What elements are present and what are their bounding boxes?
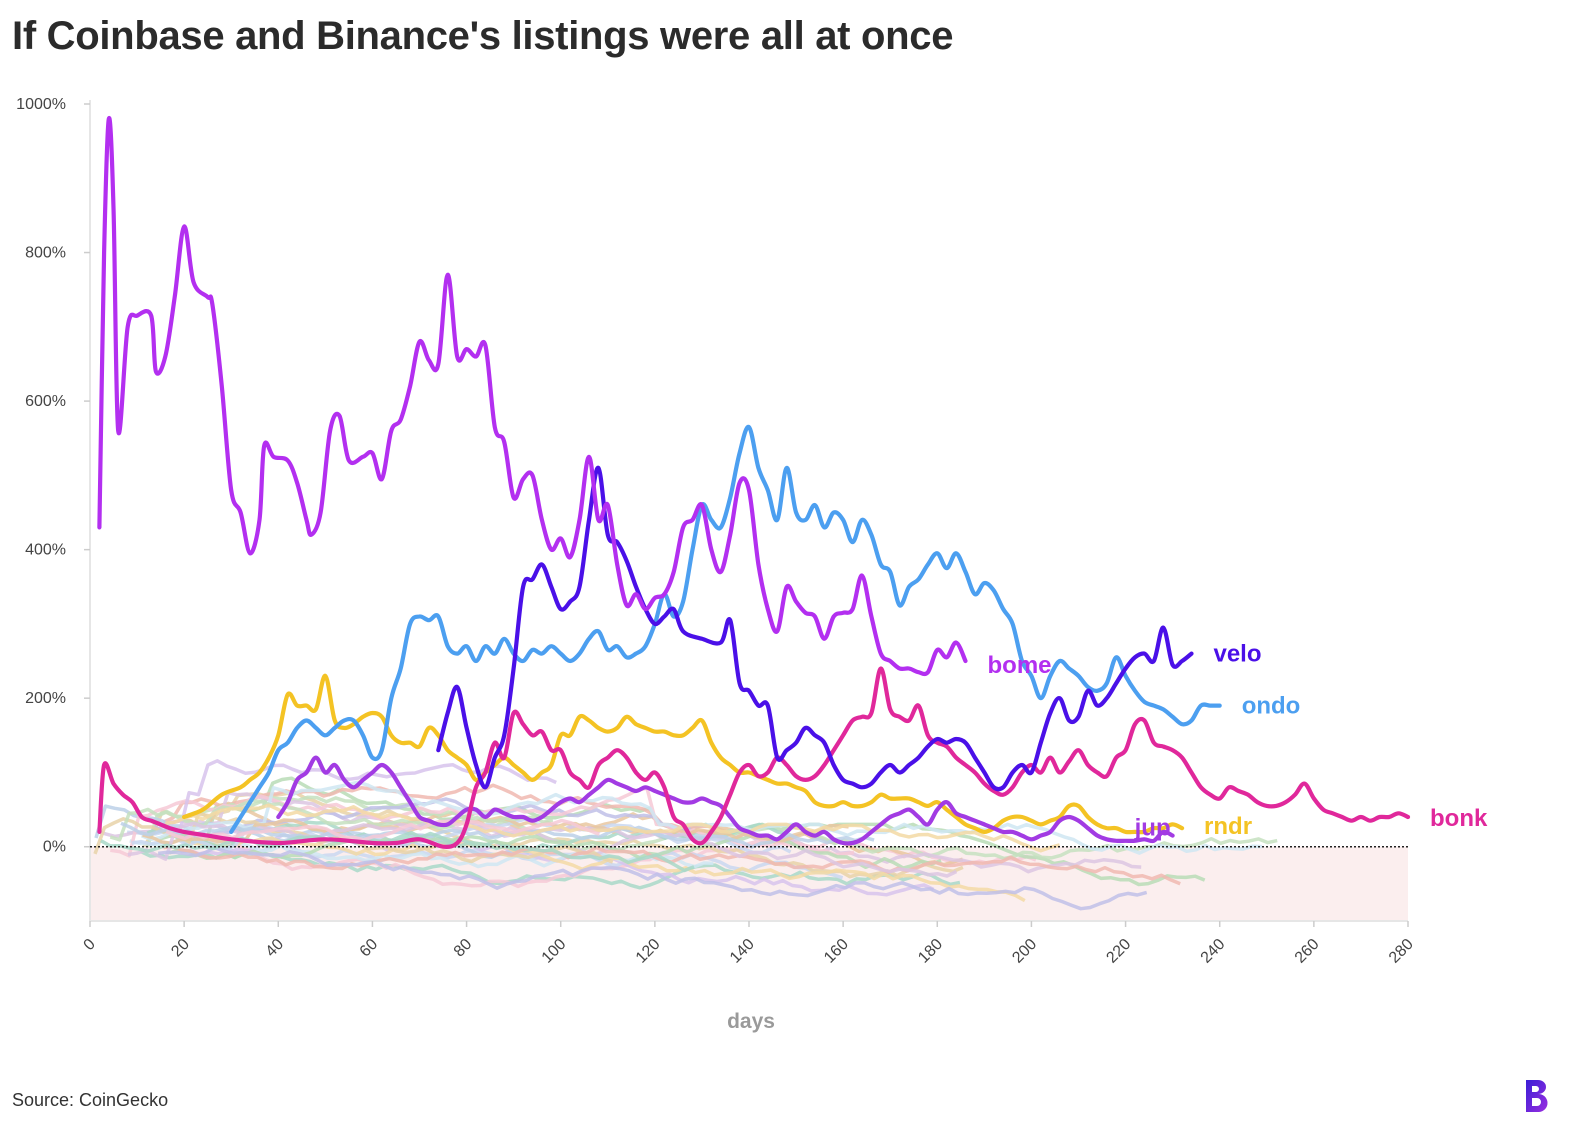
background-series-line (165, 818, 600, 842)
x-tick-label: 160 (821, 936, 852, 967)
background-series-line (109, 798, 554, 842)
x-tick-label: 180 (915, 936, 946, 967)
series-label-ondo: ondo (1242, 693, 1301, 720)
x-tick-label: 40 (263, 936, 288, 961)
x-tick-label: 280 (1386, 936, 1417, 967)
y-tick-label: 600% (25, 393, 66, 410)
y-tick-label: 400% (25, 542, 66, 559)
x-tick-label: 260 (1292, 936, 1323, 967)
series-line-rndr (182, 673, 1185, 835)
series-labels: rndr jup bonk ondo velo bome (988, 641, 1488, 842)
series-label-bome: bome (988, 652, 1052, 679)
y-tick-label: 800% (25, 245, 66, 262)
page-title: If Coinbase and Binance's listings were … (12, 14, 954, 58)
y-tick-label: 0% (43, 839, 66, 856)
x-tick-label: 0 (81, 936, 99, 954)
x-tick-label: 20 (168, 936, 193, 961)
series-line-bome (97, 116, 968, 677)
x-tick-label: 80 (451, 936, 476, 961)
x-tick-label: 220 (1103, 936, 1134, 967)
series-label-velo: velo (1213, 641, 1261, 668)
series-line-velo (436, 465, 1194, 792)
background-series-line (120, 821, 875, 849)
background-series-line (142, 815, 849, 845)
highlighted-series-group (97, 116, 1411, 849)
y-tick-label: 200% (25, 690, 66, 707)
background-series-line (165, 803, 1061, 853)
b-logo-icon (1526, 1080, 1548, 1112)
series-label-jup: jup (1134, 815, 1171, 842)
x-tick-label: 240 (1198, 936, 1229, 967)
y-tick-label: 1000% (16, 96, 66, 113)
series-label-rndr: rndr (1204, 813, 1252, 840)
series-line-bonk (97, 666, 1411, 849)
x-tick-label: 100 (539, 936, 570, 967)
x-tick-label: 120 (633, 936, 664, 967)
x-tick-label: 140 (727, 936, 758, 967)
x-tick-label: 200 (1009, 936, 1040, 967)
x-tick-label: 60 (357, 936, 382, 961)
x-axis-title: days (727, 1010, 775, 1033)
source-note: Source: CoinGecko (12, 1090, 169, 1110)
series-label-bonk: bonk (1430, 805, 1488, 832)
background-series-line (157, 845, 1148, 911)
series-line-ondo (229, 424, 1222, 834)
